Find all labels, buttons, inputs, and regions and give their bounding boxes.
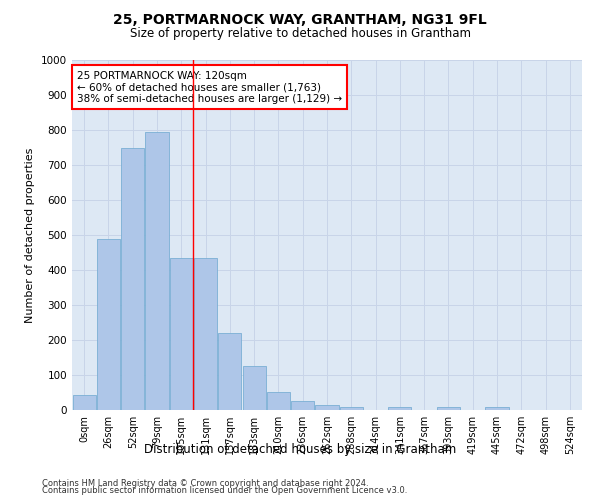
Text: Contains public sector information licensed under the Open Government Licence v3: Contains public sector information licen… (42, 486, 407, 495)
Bar (145, 132, 169, 410)
Text: Size of property relative to detached houses in Grantham: Size of property relative to detached ho… (130, 28, 470, 40)
Bar (388, 407, 412, 410)
Text: 25, PORTMARNOCK WAY, GRANTHAM, NG31 9FL: 25, PORTMARNOCK WAY, GRANTHAM, NG31 9FL (113, 12, 487, 26)
Bar (121, 148, 144, 410)
Text: Distribution of detached houses by size in Grantham: Distribution of detached houses by size … (144, 442, 456, 456)
Bar (340, 406, 363, 410)
Bar (97, 238, 120, 410)
Bar (194, 258, 217, 410)
Bar (485, 407, 509, 410)
Bar (437, 406, 460, 410)
Y-axis label: Number of detached properties: Number of detached properties (25, 148, 35, 322)
Bar (170, 258, 193, 410)
Bar (218, 333, 241, 410)
Bar (73, 396, 95, 410)
Bar (242, 366, 266, 410)
Bar (291, 400, 314, 410)
Text: Contains HM Land Registry data © Crown copyright and database right 2024.: Contains HM Land Registry data © Crown c… (42, 478, 368, 488)
Bar (316, 406, 338, 410)
Bar (267, 392, 290, 410)
Text: 25 PORTMARNOCK WAY: 120sqm
← 60% of detached houses are smaller (1,763)
38% of s: 25 PORTMARNOCK WAY: 120sqm ← 60% of deta… (77, 70, 342, 104)
